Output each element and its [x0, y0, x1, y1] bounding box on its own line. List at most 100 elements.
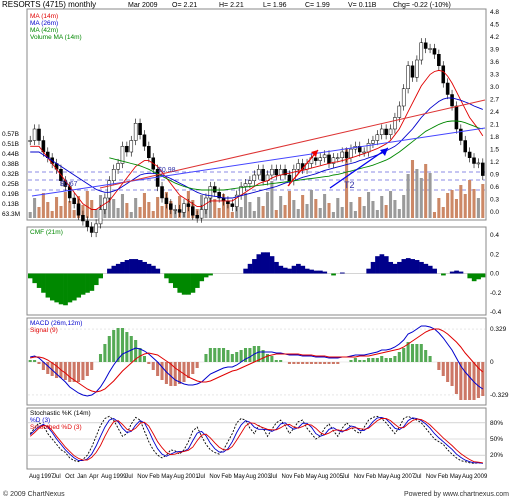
- volume-bar: [265, 192, 270, 218]
- cmf-area-bar: [282, 267, 288, 274]
- x-tick-label: Aug: [173, 474, 184, 480]
- cmf-area-bar: [256, 254, 262, 274]
- stoch-tick-label: 50%: [490, 436, 503, 443]
- moving-average-line: [30, 97, 483, 199]
- macd-histogram-bar: [55, 362, 59, 378]
- stoch-k-line: [29, 415, 483, 464]
- macd-histogram-bar: [248, 348, 252, 362]
- cmf-area-bar: [194, 273, 200, 288]
- macd-histogram-bar: [230, 354, 234, 362]
- volume-tick-label: 0.51B: [2, 141, 19, 148]
- macd-histogram-bar: [481, 362, 485, 396]
- macd-histogram-bar: [68, 362, 72, 382]
- volume-bar: [116, 208, 120, 218]
- cmf-area-bar: [405, 258, 411, 274]
- macd-histogram-bar: [85, 362, 89, 376]
- cmf-area-bar: [168, 273, 174, 284]
- volume-bar: [393, 200, 397, 218]
- candle-body: [437, 54, 441, 66]
- legend-entry: %D (3): [30, 417, 50, 424]
- x-tick-label: Feb: [149, 474, 160, 480]
- cmf-area-bar: [397, 261, 402, 274]
- cmf-area-bar: [410, 259, 415, 274]
- candle-body: [349, 148, 353, 158]
- cmf-area-bar: [71, 273, 77, 301]
- candle-body: [72, 197, 76, 204]
- candle-body: [107, 180, 112, 199]
- price-tick-label: 0.3: [490, 197, 499, 204]
- macd-histogram-bar: [265, 354, 270, 362]
- footer-copyright: © 2009 ChartNexus: [3, 490, 65, 498]
- cmf-area-bar: [203, 273, 209, 278]
- macd-histogram-bar: [309, 362, 313, 364]
- candle-body: [98, 209, 103, 225]
- volume-bar: [112, 199, 116, 218]
- stoch-legend: Stochastic %K (14m)%D (3)Smoothed %D (3): [30, 410, 91, 431]
- header-high: H= 2.21: [219, 2, 244, 9]
- volume-bar: [138, 207, 142, 218]
- volume-bar: [424, 164, 428, 218]
- price-tick-label: 2.1: [490, 122, 499, 129]
- stoch-panel: [26, 407, 487, 470]
- macd-histogram-bar: [410, 344, 415, 362]
- macd-histogram-bar: [191, 362, 195, 374]
- cmf-area-bar: [414, 260, 420, 274]
- candle-body: [375, 134, 380, 141]
- legend-entry: MA (26m): [30, 20, 58, 27]
- macd-histogram-bar: [318, 362, 322, 364]
- candle-body: [314, 157, 318, 161]
- volume-bar: [336, 198, 340, 218]
- macd-histogram-bar: [428, 356, 432, 362]
- cmf-area-bar: [322, 271, 328, 274]
- cmf-area-bar: [467, 273, 473, 279]
- volume-bar: [446, 193, 450, 218]
- macd-histogram-bar: [476, 362, 480, 398]
- t2-label: T2: [344, 180, 355, 190]
- macd-histogram-bar: [349, 360, 353, 362]
- macd-histogram-bar: [397, 352, 401, 362]
- cmf-area-bar: [80, 273, 86, 295]
- x-tick-label: 1997: [41, 474, 55, 480]
- cmf-area-bar: [291, 265, 297, 274]
- x-tick-label: Nov: [209, 474, 220, 480]
- macd-histogram-bar: [406, 342, 410, 362]
- candle-body: [393, 117, 397, 130]
- volume-tick-label: 0.57B: [2, 131, 19, 138]
- cmf-area-bar: [107, 268, 112, 274]
- header-change: Chg= -0.22 (-10%): [393, 2, 451, 9]
- moving-average-line: [30, 69, 484, 210]
- macd-tick-label: -0.329: [490, 392, 509, 399]
- cmf-area-bar: [449, 271, 455, 274]
- macd-histogram-bar: [204, 354, 208, 362]
- cmf-area-bar: [274, 261, 279, 274]
- candle-body: [28, 140, 32, 142]
- macd-histogram-bar: [81, 362, 85, 380]
- candle-body: [182, 203, 186, 213]
- macd-histogram-bar: [472, 362, 476, 400]
- cmf-area-bar: [155, 268, 161, 274]
- macd-histogram-bar: [274, 360, 278, 362]
- volume-bar: [292, 200, 296, 218]
- macd-histogram-bar: [384, 358, 388, 362]
- volume-bar: [397, 209, 401, 218]
- cmf-area-bar: [471, 273, 477, 282]
- macd-histogram-bar: [388, 358, 393, 362]
- volume-bar: [41, 193, 45, 218]
- candle-body: [410, 65, 415, 78]
- cmf-tick-label: 0.2: [490, 251, 499, 258]
- candle-body: [274, 169, 279, 176]
- candle-body: [94, 223, 98, 233]
- legend-entry: CMF (21m): [30, 229, 63, 236]
- legend-entry: MA (14m): [30, 13, 58, 20]
- cmf-area-bar: [93, 273, 99, 286]
- macd-histogram-bar: [98, 354, 103, 362]
- cmf-area-bar: [32, 273, 38, 284]
- candle-body: [125, 146, 129, 153]
- macd-histogram-bar: [173, 362, 177, 386]
- volume-bar: [222, 194, 226, 218]
- cmf-legend: CMF (21m): [30, 229, 63, 236]
- cmf-area-bar: [265, 252, 270, 274]
- candle-body: [116, 163, 120, 170]
- cmf-area-bar: [142, 261, 147, 274]
- symbol-title: RESORTS (4715) monthly: [2, 0, 96, 9]
